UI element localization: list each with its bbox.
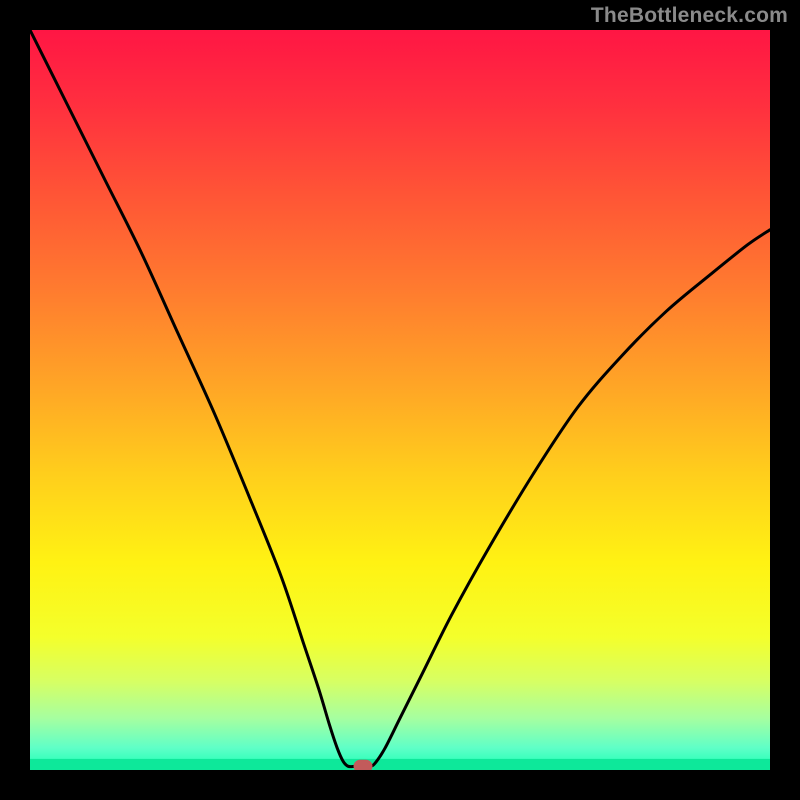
minimum-marker: [354, 760, 372, 770]
gradient-background: [30, 30, 770, 770]
bottleneck-chart: [30, 30, 770, 770]
bottom-band: [30, 759, 770, 770]
chart-container: TheBottleneck.com: [0, 0, 800, 800]
watermark-text: TheBottleneck.com: [591, 4, 788, 28]
plot-area: [30, 30, 770, 770]
